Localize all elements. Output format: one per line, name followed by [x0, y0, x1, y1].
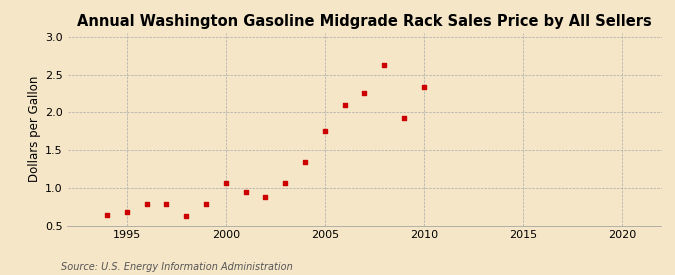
Point — [319, 129, 330, 133]
Point — [161, 201, 172, 206]
Point — [240, 190, 251, 194]
Title: Annual Washington Gasoline Midgrade Rack Sales Price by All Sellers: Annual Washington Gasoline Midgrade Rack… — [77, 14, 652, 29]
Y-axis label: Dollars per Gallon: Dollars per Gallon — [28, 76, 40, 182]
Point — [221, 181, 232, 185]
Point — [379, 62, 389, 67]
Point — [122, 210, 132, 214]
Point — [181, 214, 192, 219]
Point — [340, 103, 350, 108]
Point — [141, 201, 152, 206]
Point — [300, 160, 310, 164]
Point — [102, 213, 113, 217]
Point — [200, 202, 211, 207]
Point — [260, 195, 271, 199]
Point — [280, 181, 291, 185]
Point — [418, 85, 429, 90]
Point — [399, 115, 410, 120]
Text: Source: U.S. Energy Information Administration: Source: U.S. Energy Information Administ… — [61, 262, 292, 272]
Point — [359, 90, 370, 95]
